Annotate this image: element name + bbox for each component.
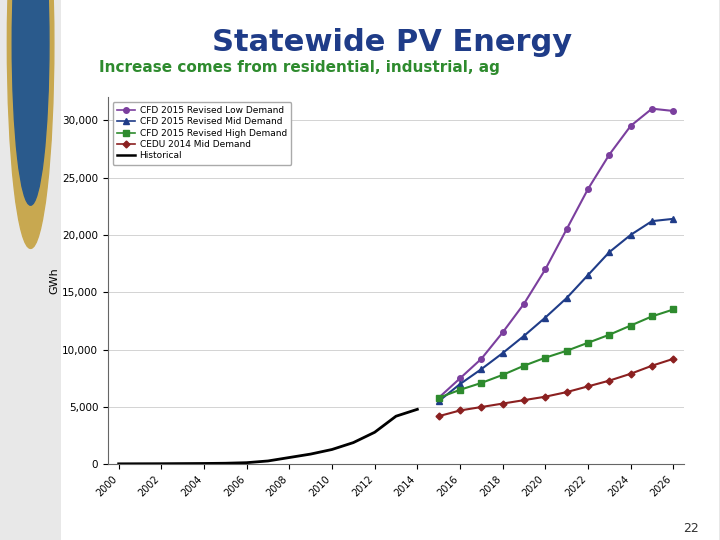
Historical <box>349 440 358 446</box>
CFD 2015 Revised Low Demand <box>562 226 571 232</box>
CFD 2015 Revised Mid Demand <box>562 295 571 301</box>
Historical <box>285 454 294 461</box>
CEDU 2014 Mid Demand <box>605 377 613 384</box>
Line: CEDU 2014 Mid Demand: CEDU 2014 Mid Demand <box>436 356 676 418</box>
CEDU 2014 Mid Demand <box>498 400 507 407</box>
CFD 2015 Revised Mid Demand <box>520 333 528 339</box>
Line: Historical: Historical <box>119 409 418 464</box>
Historical <box>114 461 123 467</box>
Legend: CFD 2015 Revised Low Demand, CFD 2015 Revised Mid Demand, CFD 2015 Revised High : CFD 2015 Revised Low Demand, CFD 2015 Re… <box>112 102 292 165</box>
CFD 2015 Revised High Demand <box>669 306 678 313</box>
Circle shape <box>7 0 54 248</box>
CEDU 2014 Mid Demand <box>648 362 657 369</box>
CEDU 2014 Mid Demand <box>434 413 443 420</box>
Text: California Energy Commission: California Energy Commission <box>285 20 495 33</box>
Historical <box>413 406 422 413</box>
CEDU 2014 Mid Demand <box>669 355 678 362</box>
CFD 2015 Revised Mid Demand <box>477 366 486 373</box>
CFD 2015 Revised High Demand <box>605 332 613 338</box>
CFD 2015 Revised Low Demand <box>669 108 678 114</box>
CFD 2015 Revised Low Demand <box>520 300 528 307</box>
CFD 2015 Revised Mid Demand <box>456 381 464 387</box>
CFD 2015 Revised High Demand <box>626 322 635 329</box>
CFD 2015 Revised High Demand <box>477 380 486 386</box>
Text: Statewide PV Energy: Statewide PV Energy <box>212 28 572 57</box>
CFD 2015 Revised Mid Demand <box>648 218 657 225</box>
CEDU 2014 Mid Demand <box>456 407 464 414</box>
CFD 2015 Revised Mid Demand <box>669 215 678 222</box>
CEDU 2014 Mid Demand <box>520 397 528 403</box>
CFD 2015 Revised Low Demand <box>456 375 464 382</box>
CFD 2015 Revised Low Demand <box>626 123 635 129</box>
CFD 2015 Revised High Demand <box>562 348 571 354</box>
CFD 2015 Revised Mid Demand <box>626 232 635 238</box>
Line: CFD 2015 Revised Low Demand: CFD 2015 Revised Low Demand <box>436 106 676 401</box>
CFD 2015 Revised High Demand <box>584 340 593 346</box>
CEDU 2014 Mid Demand <box>626 370 635 377</box>
CFD 2015 Revised Mid Demand <box>605 249 613 255</box>
CFD 2015 Revised Low Demand <box>498 329 507 336</box>
CFD 2015 Revised Mid Demand <box>434 398 443 404</box>
Historical <box>370 429 379 435</box>
Historical <box>157 461 166 467</box>
CFD 2015 Revised Low Demand <box>605 151 613 158</box>
Historical <box>264 458 272 464</box>
Historical <box>306 451 315 457</box>
Y-axis label: GWh: GWh <box>50 267 59 294</box>
Historical <box>135 461 144 467</box>
CFD 2015 Revised Low Demand <box>434 395 443 401</box>
CFD 2015 Revised Mid Demand <box>541 314 549 321</box>
CFD 2015 Revised Low Demand <box>477 355 486 362</box>
CFD 2015 Revised High Demand <box>520 362 528 369</box>
Circle shape <box>12 0 49 205</box>
Historical <box>328 446 336 453</box>
Line: CFD 2015 Revised High Demand: CFD 2015 Revised High Demand <box>436 307 676 401</box>
Historical <box>243 460 251 466</box>
Historical <box>199 460 208 467</box>
Historical <box>392 413 400 420</box>
Line: CFD 2015 Revised Mid Demand: CFD 2015 Revised Mid Demand <box>436 216 676 404</box>
CEDU 2014 Mid Demand <box>477 404 486 410</box>
CFD 2015 Revised High Demand <box>498 372 507 378</box>
Text: Increase comes from residential, industrial, ag: Increase comes from residential, industr… <box>99 59 500 75</box>
CEDU 2014 Mid Demand <box>541 394 549 400</box>
CFD 2015 Revised High Demand <box>456 387 464 393</box>
CFD 2015 Revised Mid Demand <box>498 350 507 356</box>
CFD 2015 Revised High Demand <box>541 354 549 361</box>
CFD 2015 Revised High Demand <box>434 395 443 401</box>
CFD 2015 Revised Low Demand <box>648 105 657 112</box>
CFD 2015 Revised Low Demand <box>541 266 549 273</box>
Historical <box>221 460 230 467</box>
CEDU 2014 Mid Demand <box>584 383 593 390</box>
CFD 2015 Revised High Demand <box>648 313 657 320</box>
CEDU 2014 Mid Demand <box>562 389 571 395</box>
Historical <box>179 461 187 467</box>
CFD 2015 Revised Low Demand <box>584 186 593 192</box>
Text: 22: 22 <box>683 522 698 535</box>
CFD 2015 Revised Mid Demand <box>584 272 593 278</box>
